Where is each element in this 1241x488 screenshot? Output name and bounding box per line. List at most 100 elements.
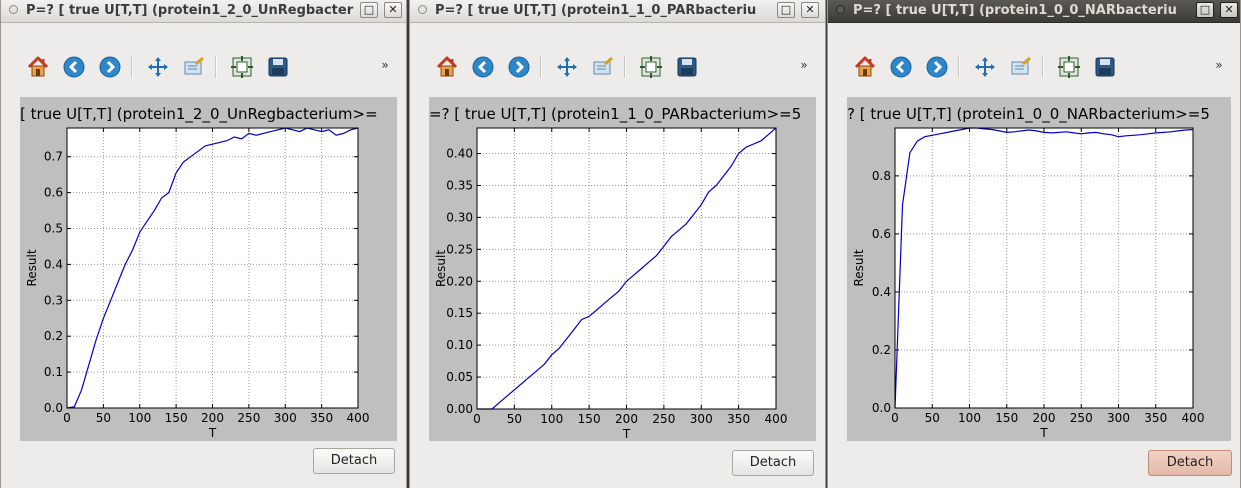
y-tick-label: 0.0 [872,401,891,415]
plot-area [895,128,1193,408]
title-bar[interactable]: P=? [ true U[T,T] (protein1_1_0_PARbacte… [410,0,825,23]
y-tick-label: 0.8 [872,169,891,183]
chart-title: ? [ true U[T,T] (protein1_0_0_NARbacteri… [847,105,1210,123]
window-menu-icon[interactable] [836,5,845,14]
window-menu-icon[interactable] [418,5,427,14]
y-tick-label: 0.10 [446,338,473,352]
close-button[interactable]: ✕ [801,2,819,18]
y-tick-label: 0.6 [44,186,63,200]
save-button[interactable] [1090,52,1120,82]
x-tick-label: 300 [1107,411,1130,425]
window-menu-icon[interactable] [9,5,18,14]
plot-area [67,128,358,408]
y-tick-label: 0.6 [872,227,891,241]
detach-button[interactable]: Detach [313,448,395,474]
y-tick-label: 0.40 [446,147,473,161]
title-bar[interactable]: P=? [ true U[T,T] (protein1_0_0_NARbacte… [828,0,1240,23]
x-axis-label: T [208,426,217,440]
toolbar-overflow-button[interactable]: » [1215,58,1223,72]
chart-title: =? [ true U[T,T] (protein1_1_0_PARbacter… [429,105,802,123]
y-tick-label: 0.00 [446,402,473,416]
y-tick-label: 0.20 [446,274,473,288]
forward-button[interactable] [95,52,125,82]
x-tick-label: 400 [347,411,370,425]
forward-button[interactable] [922,52,952,82]
zoom-button[interactable] [179,52,209,82]
plot-toolbar: » [432,52,825,82]
y-tick-label: 0.4 [44,257,63,271]
maximize-button[interactable]: □ [777,2,795,18]
x-tick-label: 100 [128,411,151,425]
zoom-button[interactable] [1006,52,1036,82]
x-tick-label: 200 [201,411,224,425]
x-tick-label: 0 [891,411,899,425]
window-title: P=? [ true U[T,T] (protein1_0_0_NARbacte… [853,3,1177,18]
x-axis-label: T [622,427,631,441]
forward-button[interactable] [504,52,534,82]
series-line [66,127,359,409]
x-axis-label: T [1039,426,1048,440]
x-tick-label: 350 [1144,411,1167,425]
home-button[interactable] [850,52,880,82]
configure-subplots-button[interactable] [227,52,257,82]
x-tick-label: 50 [507,412,522,426]
x-tick-label: 250 [652,412,675,426]
save-button[interactable] [672,52,702,82]
x-tick-label: 200 [1033,411,1056,425]
x-tick-label: 400 [1182,411,1205,425]
plot-canvas: [ true U[T,T] (protein1_2_0_UnRegbacteri… [20,97,397,441]
x-tick-label: 250 [237,411,260,425]
zoom-button[interactable] [588,52,618,82]
home-button[interactable] [432,52,462,82]
plot-canvas: =? [ true U[T,T] (protein1_1_0_PARbacter… [429,97,816,441]
toolbar-separator [215,56,217,78]
y-tick-label: 0.25 [446,242,473,256]
x-tick-label: 200 [615,412,638,426]
save-button[interactable] [263,52,293,82]
series-line [477,127,777,410]
plot-frame [894,127,1194,409]
x-tick-label: 400 [765,412,788,426]
toolbar-overflow-button[interactable]: » [381,58,389,72]
plot-frame [66,127,359,409]
x-tick-label: 350 [310,411,333,425]
y-tick-label: 0.15 [446,306,473,320]
close-button[interactable]: ✕ [1220,2,1238,18]
chart: 0 50 100 150 200 250 300 350 400 0.0 0.2 0.4 0.6 0.8 T… [852,127,1205,440]
y-tick-label: 0.7 [44,150,63,164]
close-button[interactable]: ✕ [384,2,402,18]
configure-subplots-button[interactable] [636,52,666,82]
maximize-button[interactable]: □ [1196,2,1214,18]
toolbar-overflow-button[interactable]: » [800,58,808,72]
back-button[interactable] [59,52,89,82]
y-tick-label: 0.4 [872,285,891,299]
pan-button[interactable] [970,52,1000,82]
y-tick-label: 0.1 [44,365,63,379]
plot-window-1: P=? [ true U[T,T] (protein1_2_0_UnRegbac… [0,0,407,488]
plot-window-2: P=? [ true U[T,T] (protein1_1_0_PARbacte… [409,0,826,488]
home-button[interactable] [23,52,53,82]
y-tick-label: 0.5 [44,222,63,236]
configure-subplots-button[interactable] [1054,52,1084,82]
back-button[interactable] [468,52,498,82]
toolbar-separator [624,56,626,78]
detach-button[interactable]: Detach [732,450,814,476]
detach-button[interactable]: Detach [1148,450,1232,476]
x-tick-label: 350 [727,412,750,426]
pan-button[interactable] [552,52,582,82]
window-title: P=? [ true U[T,T] (protein1_1_0_PARbacte… [435,3,757,18]
y-tick-label: 0.3 [44,293,63,307]
maximize-button[interactable]: □ [360,2,378,18]
back-button[interactable] [886,52,916,82]
series-line [894,127,1194,409]
toolbar-separator [540,56,542,78]
pan-button[interactable] [143,52,173,82]
x-tick-label: 250 [1070,411,1093,425]
x-tick-label: 50 [96,411,111,425]
plot-canvas: ? [ true U[T,T] (protein1_0_0_NARbacteri… [847,97,1231,441]
x-tick-label: 150 [578,412,601,426]
y-tick-label: 0.2 [44,329,63,343]
y-tick-label: 0.0 [44,401,63,415]
title-bar[interactable]: P=? [ true U[T,T] (protein1_2_0_UnRegbac… [1,0,406,23]
x-tick-label: 300 [690,412,713,426]
